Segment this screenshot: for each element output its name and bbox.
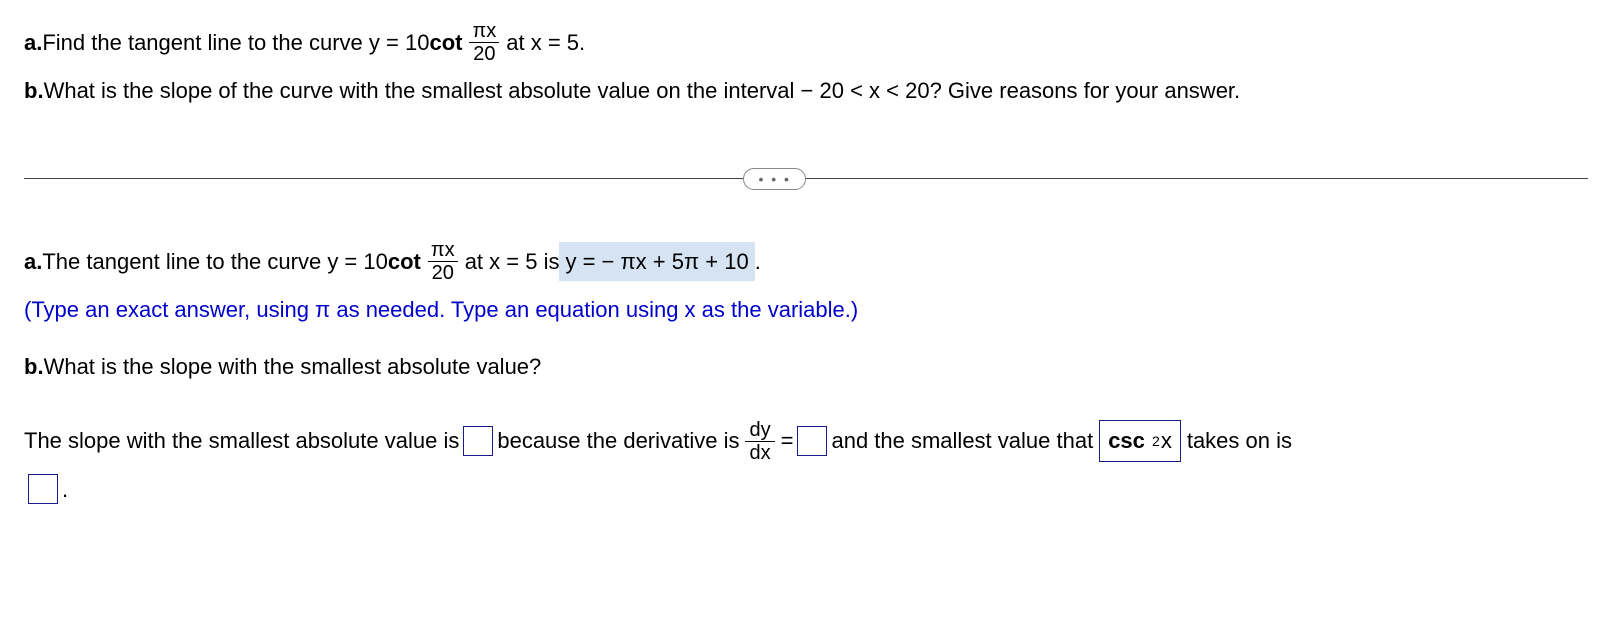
ans-text-a2: at x = 5 is [465, 244, 560, 279]
frac-num: πx [468, 20, 500, 42]
input-smallest-csc[interactable] [28, 474, 58, 504]
final-period: . [62, 472, 68, 507]
final-text-3: and the smallest value that [831, 423, 1093, 458]
instruction-text: (Type an exact answer, using π as needed… [24, 292, 1588, 327]
label-b: b. [24, 73, 44, 108]
csc-text: csc [1108, 423, 1145, 458]
csc-exponent: 2 [1152, 430, 1160, 452]
csc-space [1145, 423, 1151, 458]
question-a: a. Find the tangent line to the curve y … [24, 20, 1588, 65]
dx: dx [745, 441, 774, 464]
text-a1: Find the tangent line to the curve y = 1… [42, 25, 429, 60]
answer-b-question: b. What is the slope with the smallest a… [24, 349, 1588, 384]
section-divider: • • • [24, 178, 1588, 179]
final-text-2: because the derivative is [497, 423, 739, 458]
ans-text-b: What is the slope with the smallest abso… [44, 349, 542, 384]
divider-line [24, 178, 1588, 179]
input-derivative[interactable] [797, 426, 827, 456]
cot-a: cot [429, 25, 462, 60]
fill-in-line: The slope with the smallest absolute val… [24, 419, 1588, 464]
ans-label-a: a. [24, 244, 42, 279]
ans-frac-den: 20 [428, 261, 458, 284]
ans-period: . [755, 244, 761, 279]
fraction-a: πx 20 [468, 20, 500, 65]
frac-den: 20 [469, 42, 499, 65]
label-a: a. [24, 25, 42, 60]
ans-text-a1: The tangent line to the curve y = 10 [42, 244, 388, 279]
divider-ellipsis[interactable]: • • • [743, 168, 805, 190]
answer-a: a. The tangent line to the curve y = 10 … [24, 239, 1588, 284]
answer-highlight: y = − πx + 5π + 10 [559, 242, 754, 281]
ans-label-b: b. [24, 349, 44, 384]
select-csc2x[interactable]: csc 2 x [1099, 420, 1181, 461]
ans-fraction: πx 20 [427, 239, 459, 284]
final-text-1: The slope with the smallest absolute val… [24, 423, 459, 458]
text-b: What is the slope of the curve with the … [44, 73, 1241, 108]
fill-in-line-2: . [24, 472, 1588, 507]
input-slope-value[interactable] [463, 426, 493, 456]
text-a2: at x = 5. [506, 25, 585, 60]
question-b: b. What is the slope of the curve with t… [24, 73, 1588, 108]
csc-x: x [1161, 423, 1172, 458]
ans-frac-num: πx [427, 239, 459, 261]
ans-cot: cot [388, 244, 421, 279]
equals: = [781, 423, 794, 458]
final-text-4: takes on is [1187, 423, 1292, 458]
dy-dx-fraction: dy dx [745, 419, 774, 464]
dy: dy [745, 419, 774, 441]
